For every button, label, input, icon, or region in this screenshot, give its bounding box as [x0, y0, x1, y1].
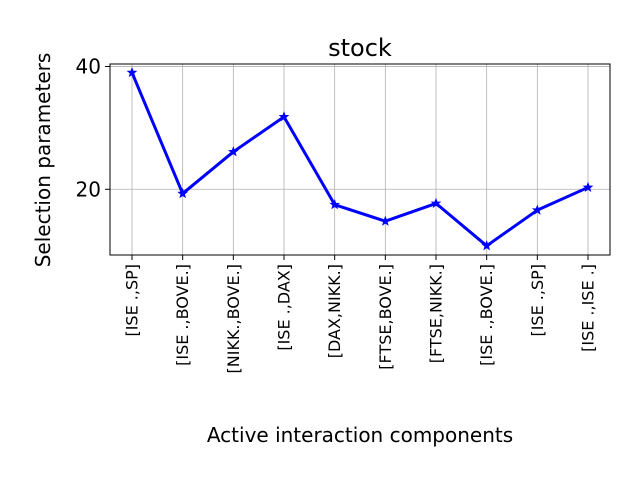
plot-area-frame: [109, 63, 611, 256]
x-tick-label: [ISE .,SP]: [123, 264, 142, 337]
x-tick-label: [ISE .,BOVE.]: [173, 264, 192, 366]
x-tick-label: [NIKK.,BOVE.]: [224, 264, 243, 373]
grid: [110, 64, 610, 255]
data-point-marker: [329, 199, 341, 210]
data-point-marker: [582, 181, 594, 192]
series-group: [126, 66, 594, 251]
data-point-marker: [177, 187, 189, 199]
data-point-marker: [126, 66, 138, 78]
y-tick-label: 20: [76, 177, 101, 201]
x-tick-label: [ISE .,SP]: [528, 264, 547, 337]
chart-title: stock: [328, 34, 392, 62]
x-tick-label: [FTSE,NIKK.]: [427, 264, 446, 363]
data-point-marker: [481, 240, 493, 251]
data-point-marker: [379, 215, 391, 226]
x-tick-label: [ISE .,BOVE.]: [477, 264, 496, 366]
y-axis-label: Selection parameters: [31, 53, 55, 268]
x-tick-label: [DAX,NIKK.]: [325, 264, 344, 358]
x-tick-label: [ISE .,DAX]: [275, 264, 294, 351]
x-tick-label: [ISE .,ISE .]: [579, 264, 598, 352]
y-tick-label: 40: [76, 54, 101, 78]
data-point-marker: [531, 204, 543, 215]
x-axis: [ISE .,SP] [ISE .,BOVE.] [NIKK.,BOVE.] [ISE…: [123, 255, 598, 373]
data-point-marker: [430, 197, 442, 208]
x-tick-label: [FTSE,BOVE.]: [376, 264, 395, 370]
series-line: [130, 72, 589, 248]
data-point-marker: [227, 146, 239, 157]
x-axis-label: Active interaction components: [207, 423, 513, 447]
data-point-marker: [278, 111, 290, 122]
